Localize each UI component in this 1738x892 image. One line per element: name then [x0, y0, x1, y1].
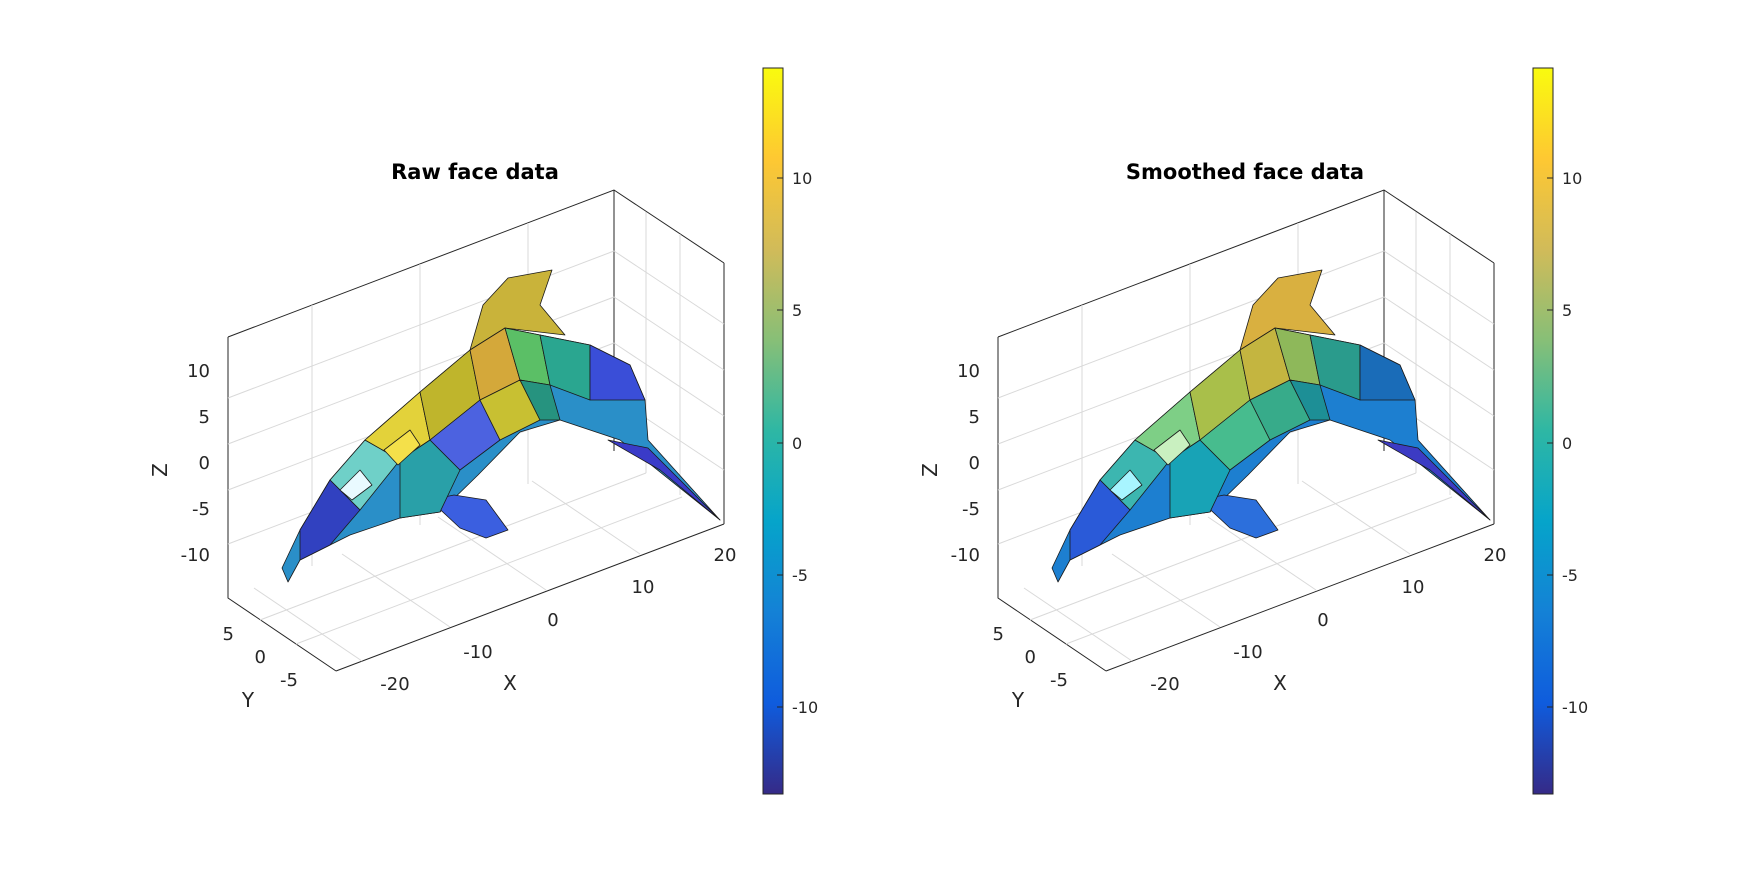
y-tick-label: -5 [1050, 670, 1068, 691]
z-tick-label: -5 [192, 499, 210, 520]
x-tick-label: -20 [380, 674, 409, 695]
y-axis-label: Y [241, 688, 255, 712]
colorbar-tick-label: -5 [792, 566, 808, 585]
x-tick-label: 10 [1402, 577, 1425, 598]
z-tick-label: 0 [199, 453, 210, 474]
z-tick-label: -5 [962, 499, 980, 520]
x-tick-label: -20 [1150, 674, 1179, 695]
colorbar-tick-label: 0 [792, 434, 802, 453]
x-tick-label: 10 [632, 577, 655, 598]
y-tick-label: 5 [223, 624, 234, 645]
chart-title: Smoothed face data [1126, 160, 1364, 184]
raw-face-data-panel: Raw face data [148, 67, 818, 795]
chart-title: Raw face data [391, 160, 559, 184]
colorbar: 10 5 0 -5 -10 [1532, 67, 1588, 795]
y-axis-label: Y [1011, 688, 1025, 712]
x-axis-label: X [1273, 671, 1287, 695]
z-tick-label: 10 [957, 361, 980, 382]
colorbar-tick-label: 0 [1562, 434, 1572, 453]
dolphin-mesh [1051, 269, 1491, 583]
colorbar-tick-label: 5 [792, 301, 802, 320]
z-tick-label: 5 [199, 407, 210, 428]
z-tick-label: 10 [187, 361, 210, 382]
colorbar-tick-label: -5 [1562, 566, 1578, 585]
y-tick-label: 5 [993, 624, 1004, 645]
z-tick-label: -10 [181, 545, 210, 566]
colorbar: 10 5 0 -5 -10 [762, 67, 818, 795]
x-tick-label: -10 [1233, 642, 1262, 663]
axes-box [227, 189, 725, 672]
x-tick-label: 0 [1317, 610, 1328, 631]
x-tick-label: 0 [547, 610, 558, 631]
y-tick-label: 0 [255, 647, 266, 668]
z-axis-label: Z [148, 463, 172, 477]
y-tick-label: -5 [280, 670, 298, 691]
dolphin-mesh [281, 269, 721, 583]
y-tick-label: 0 [1025, 647, 1036, 668]
x-tick-label: 20 [1484, 545, 1507, 566]
tick-labels: 10 5 0 -5 -10 5 0 -5 -20 -10 0 10 20 X Y… [148, 361, 736, 712]
colorbar-tick-label: -10 [1562, 698, 1588, 717]
z-axis-label: Z [918, 463, 942, 477]
colorbar-tick-label: 10 [1562, 169, 1582, 188]
colorbar-tick-label: 10 [792, 169, 812, 188]
z-tick-label: 0 [969, 453, 980, 474]
tick-labels: 10 5 0 -5 -10 5 0 -5 -20 -10 0 10 20 X Y… [918, 361, 1506, 712]
z-tick-label: 5 [969, 407, 980, 428]
colorbar-tick-label: -10 [792, 698, 818, 717]
x-tick-label: 20 [714, 545, 737, 566]
smoothed-face-data-panel: Smoothed face data [918, 67, 1588, 795]
x-tick-label: -10 [463, 642, 492, 663]
z-tick-label: -10 [951, 545, 980, 566]
x-axis-label: X [503, 671, 517, 695]
colorbar-tick-label: 5 [1562, 301, 1572, 320]
